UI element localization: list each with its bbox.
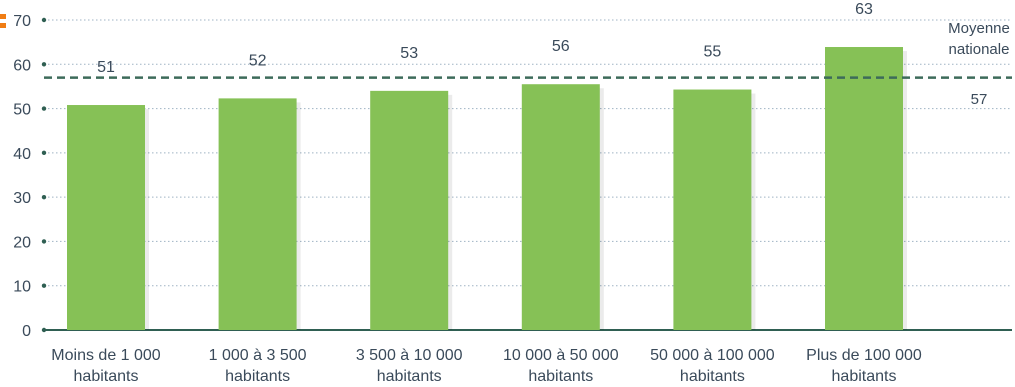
average-value-label: 57 — [971, 91, 988, 108]
y-tick-label: 50 — [13, 102, 31, 119]
y-tick-label: 10 — [13, 279, 31, 296]
bar — [67, 105, 145, 331]
category-label: habitants — [528, 368, 593, 385]
category-label: habitants — [225, 368, 290, 385]
category-label: habitants — [680, 368, 745, 385]
average-label: Moyenne — [948, 20, 1010, 37]
bar — [673, 89, 752, 331]
value-label: 52 — [249, 52, 267, 69]
category-label: habitants — [377, 368, 442, 385]
y-tick-label: 60 — [13, 57, 31, 74]
bar — [370, 90, 449, 330]
orange-marker-icon — [0, 14, 6, 28]
y-tick-mark — [41, 150, 47, 156]
y-tick-mark — [41, 283, 47, 288]
value-labels: 51 52 53 56 55 63 — [97, 1, 873, 76]
bars — [67, 47, 907, 331]
y-tick-mark — [41, 239, 47, 244]
y-tick-label: 20 — [13, 234, 31, 251]
category-label: 10 000 à 50 000 — [503, 347, 619, 364]
y-tick-mark — [41, 62, 47, 67]
y-tick-mark — [41, 106, 47, 111]
category-label: 50 000 à 100 000 — [650, 347, 775, 364]
bar — [825, 47, 903, 331]
category-label: habitants — [832, 368, 897, 385]
y-tick-label: 40 — [13, 146, 31, 163]
y-tick-label: 30 — [13, 190, 31, 207]
value-label: 51 — [97, 59, 115, 76]
average-label: nationale — [949, 41, 1010, 58]
value-label: 56 — [552, 38, 570, 55]
y-tick-mark — [41, 17, 47, 23]
value-label: 53 — [400, 45, 418, 62]
bar — [218, 98, 297, 330]
category-label: Moins de 1 000 — [51, 347, 161, 364]
y-tick-mark — [41, 194, 47, 200]
value-label: 55 — [704, 44, 722, 61]
category-label: Plus de 100 000 — [806, 347, 922, 364]
y-tick-label: 70 — [13, 13, 31, 30]
category-label: 3 500 à 10 000 — [356, 347, 463, 364]
national-average: Moyenne nationale 57 — [44, 20, 1012, 108]
category-label: habitants — [74, 368, 139, 385]
y-tick-label: 0 — [22, 323, 31, 340]
category-label: 1 000 à 3 500 — [209, 347, 307, 364]
value-label: 63 — [855, 1, 873, 18]
category-labels: Moins de 1 000 habitants 1 000 à 3 500 habi… — [51, 347, 922, 385]
bar — [521, 84, 600, 330]
